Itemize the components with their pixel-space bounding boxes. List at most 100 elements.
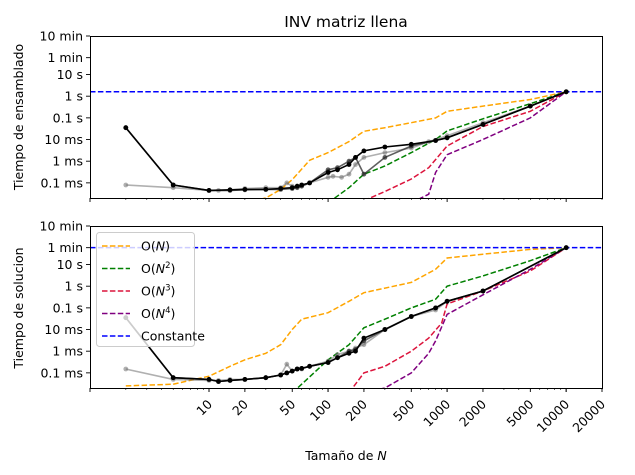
data-point	[299, 366, 305, 371]
top-y-axis-label: Tiempo de ensamblado	[11, 44, 26, 191]
data-point	[227, 378, 233, 383]
x-tick-label: 10000	[534, 396, 573, 435]
x-tick-label: 20000	[569, 396, 608, 435]
series-line-0-0	[125, 91, 567, 192]
bottom-axes: 0.1 ms 1 ms 10 ms 0.1 s 1 s 10 s 1 min 10 min 1…	[11, 219, 608, 436]
y-tick-label: 10 s	[57, 67, 83, 82]
data-point	[346, 350, 352, 356]
y-tick-label: 10 ms	[44, 322, 83, 337]
data-point	[325, 360, 331, 365]
data-point	[123, 125, 129, 131]
data-point	[361, 171, 367, 177]
bottom-y-ticks: 0.1 ms 1 ms 10 ms 0.1 s 1 s 10 s 1 min 10 min	[40, 219, 90, 380]
x-tick-label: 20	[229, 396, 251, 418]
data-point	[408, 141, 414, 147]
y-tick-label: 1 ms	[52, 344, 83, 359]
x-tick-label: 500	[390, 396, 418, 424]
x-tick-label: 1000	[420, 396, 453, 429]
y-tick-label: 0.1 ms	[40, 175, 83, 190]
data-point	[382, 327, 388, 332]
x-tick-label: 50	[277, 396, 299, 418]
data-point	[444, 298, 450, 304]
data-point	[480, 122, 486, 127]
data-point	[563, 89, 569, 95]
y-tick-label: 0.1 s	[53, 110, 83, 125]
data-point	[353, 348, 358, 354]
y-tick-label: 0.1 ms	[40, 365, 83, 380]
y-tick-label: 1 s	[65, 89, 83, 104]
data-point	[123, 366, 129, 372]
guide-line-0-0	[262, 91, 567, 198]
legend-frame	[96, 232, 195, 347]
top-axes: 0.1 ms 1 ms 10 ms 0.1 s 1 s 10 s 1 min 10 min T…	[11, 29, 603, 202]
guide-line-1-2	[351, 247, 567, 388]
data-point	[353, 155, 358, 160]
data-point	[382, 155, 388, 160]
data-point	[294, 366, 300, 372]
data-point	[325, 170, 331, 175]
data-point	[123, 182, 129, 188]
y-tick-label: 10 s	[57, 257, 83, 272]
data-point	[263, 375, 269, 381]
legend-label: O(N3)	[141, 284, 175, 299]
data-point	[284, 370, 290, 376]
y-tick-label: 1 ms	[52, 154, 83, 169]
data-point	[433, 138, 438, 143]
x-tick-label: 5000	[503, 396, 536, 429]
bottom-axes-frame	[90, 226, 603, 389]
data-point	[346, 171, 352, 177]
x-tick-label: 100	[307, 396, 335, 424]
data-point	[216, 379, 221, 384]
legend-label: Constante	[141, 329, 205, 344]
x-axis-label: Tamaño de N	[304, 448, 387, 463]
x-axis-label-var: N	[377, 448, 387, 463]
data-point	[335, 167, 340, 173]
x-axis-label-text: Tamaño de	[304, 448, 377, 463]
data-point	[353, 162, 358, 167]
legend: O(N) O(N2) O(N3) O(N4) Constante	[96, 232, 205, 347]
y-tick-label: 10 min	[40, 29, 83, 44]
data-point	[307, 180, 312, 186]
data-point	[242, 187, 248, 192]
guide-line-1-3	[381, 247, 567, 388]
y-tick-label: 1 min	[48, 240, 84, 255]
top-axes-frame	[90, 36, 603, 199]
y-tick-label: 0.1 s	[53, 300, 83, 315]
data-point	[563, 245, 569, 251]
guide-line-1-0	[125, 246, 567, 387]
x-tick-label: 200	[343, 396, 371, 424]
chart-title: INV matriz llena	[284, 13, 408, 31]
data-point	[408, 314, 414, 319]
legend-label: O(N2)	[141, 261, 175, 276]
data-point	[206, 188, 212, 193]
data-point	[307, 363, 312, 369]
data-point	[444, 135, 450, 141]
data-point	[242, 377, 248, 382]
x-tick-label: 10	[193, 396, 215, 418]
top-plot-area	[90, 89, 602, 198]
y-tick-label: 1 s	[65, 279, 83, 294]
top-x-ticks	[89, 198, 603, 202]
data-point	[361, 342, 367, 348]
top-y-ticks: 0.1 ms 1 ms 10 ms 0.1 s 1 s 10 s 1 min 10 min	[40, 29, 90, 190]
data-point	[382, 144, 388, 150]
data-point	[289, 368, 295, 374]
data-point	[346, 162, 352, 167]
data-point	[170, 182, 176, 188]
data-point	[480, 288, 486, 294]
guide-line-0-3	[419, 91, 567, 198]
x-tick-label: 2000	[456, 396, 489, 429]
y-tick-label: 1 min	[48, 50, 84, 65]
data-point	[289, 185, 295, 191]
data-point	[299, 182, 305, 188]
data-point	[278, 186, 284, 191]
data-point	[339, 174, 344, 180]
data-point	[361, 155, 367, 160]
guide-line-0-1	[333, 91, 567, 198]
data-point	[206, 377, 212, 382]
data-point	[325, 174, 331, 180]
data-point	[361, 335, 367, 341]
data-point	[278, 372, 284, 378]
